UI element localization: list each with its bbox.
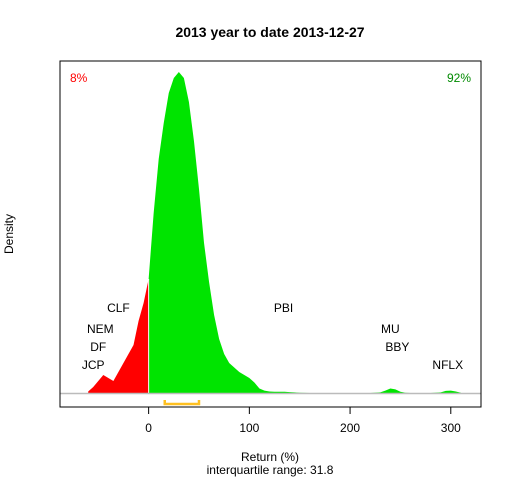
stock-label-clf: CLF [107, 301, 130, 315]
positive-share-label: 92% [447, 71, 471, 85]
stock-label-pbi: PBI [274, 301, 293, 315]
iqr-subtitle: interquartile range: 31.8 [207, 463, 334, 477]
plot-area [60, 72, 481, 406]
x-tick-label-0: 0 [145, 421, 152, 435]
stock-label-nem: NEM [87, 322, 114, 336]
chart-title: 2013 year to date 2013-12-27 [175, 24, 364, 40]
stock-label-df: DF [90, 340, 106, 354]
x-tick-label-200: 200 [340, 421, 360, 435]
stock-annotations: CLF NEM DF JCP PBI MU BBY NFLX [82, 301, 463, 372]
negative-share-label: 8% [70, 71, 88, 85]
stock-label-jcp: JCP [82, 358, 105, 372]
positive-density-area [148, 72, 461, 393]
negative-density-area [88, 279, 149, 393]
x-axis: 0 100 200 300 [145, 406, 461, 435]
y-axis-label: Density [2, 214, 16, 254]
stock-label-nflx: NFLX [432, 358, 463, 372]
x-axis-label: Return (%) [241, 450, 299, 464]
x-tick-label-100: 100 [239, 421, 259, 435]
x-tick-label-300: 300 [441, 421, 461, 435]
stock-label-bby: BBY [385, 340, 409, 354]
stock-label-mu: MU [381, 322, 400, 336]
iqr-bracket [163, 400, 201, 406]
plot-frame [59, 60, 482, 408]
